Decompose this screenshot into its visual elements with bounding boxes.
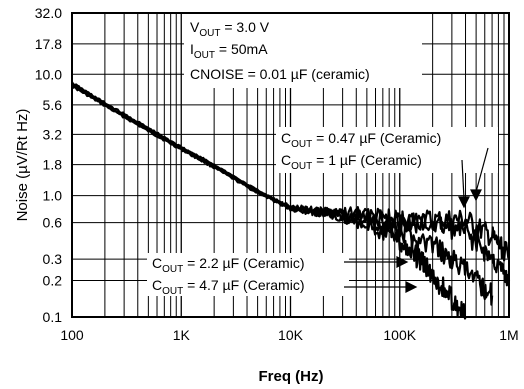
x-tick-label: 1K xyxy=(173,327,191,343)
y-tick-label: 0.3 xyxy=(43,251,63,267)
legend-cout-1uf: COUT = 1 µF (Ceramic) xyxy=(281,152,422,172)
y-tick-label: 17.8 xyxy=(35,36,62,52)
curve-cout-4-7uf xyxy=(71,83,467,320)
leader-4-7uf-arrowhead xyxy=(405,281,418,293)
y-tick-label: 3.2 xyxy=(43,126,63,142)
x-tick-label: 100 xyxy=(60,327,84,343)
leader-2-2uf-arrowhead xyxy=(396,256,409,268)
leader-1uf xyxy=(461,159,465,200)
condition-iout: IOUT = 50mA xyxy=(190,41,268,61)
leader-0-47uf xyxy=(475,147,489,193)
y-tick-label: 32.0 xyxy=(35,5,62,21)
y-tick-label: 0.2 xyxy=(43,272,63,288)
legend-cout-4-7uf: COUT = 4.7 µF (Ceramic) xyxy=(152,277,305,297)
y-axis-title: Noise (µV/Rt Hz) xyxy=(14,109,31,222)
leader-lines xyxy=(344,147,489,293)
legend-cout-2-2uf: COUT = 2.2 µF (Ceramic) xyxy=(152,255,305,275)
y-tick-labels: 32.0 17.8 10.0 5.6 3.2 1.8 1.0 0.6 0.3 0.2 0.1 xyxy=(35,5,62,325)
legend-cout-0-47uf: COUT = 0.47 µF (Ceramic) xyxy=(281,130,441,150)
y-tick-label: 0.1 xyxy=(43,309,63,325)
leader-1uf-arrowhead xyxy=(458,196,470,209)
conditions-background xyxy=(184,14,422,88)
x-tick-labels: 100 1K 10K 100K 1M xyxy=(60,327,518,343)
leader-0-47uf-arrowhead xyxy=(470,189,482,202)
y-tick-label: 1.8 xyxy=(43,157,63,173)
plot-frame xyxy=(71,12,510,318)
x-axis-title: Freq (Hz) xyxy=(259,368,324,385)
y-tick-label: 0.6 xyxy=(43,215,63,231)
condition-vout: VOUT = 3.0 V xyxy=(190,19,270,39)
y-tick-label: 1.0 xyxy=(43,188,63,204)
y-tick-label: 10.0 xyxy=(35,66,62,82)
x-tick-label: 100K xyxy=(383,327,416,343)
x-tick-label: 1M xyxy=(499,327,518,343)
x-tick-label: 10K xyxy=(278,327,304,343)
legend-upper-background xyxy=(276,127,498,173)
legend-lower-background xyxy=(147,253,349,296)
condition-cnoise: CNOISE = 0.01 µF (ceramic) xyxy=(190,66,370,82)
noise-curves xyxy=(71,81,511,320)
y-tick-label: 5.6 xyxy=(43,97,63,113)
